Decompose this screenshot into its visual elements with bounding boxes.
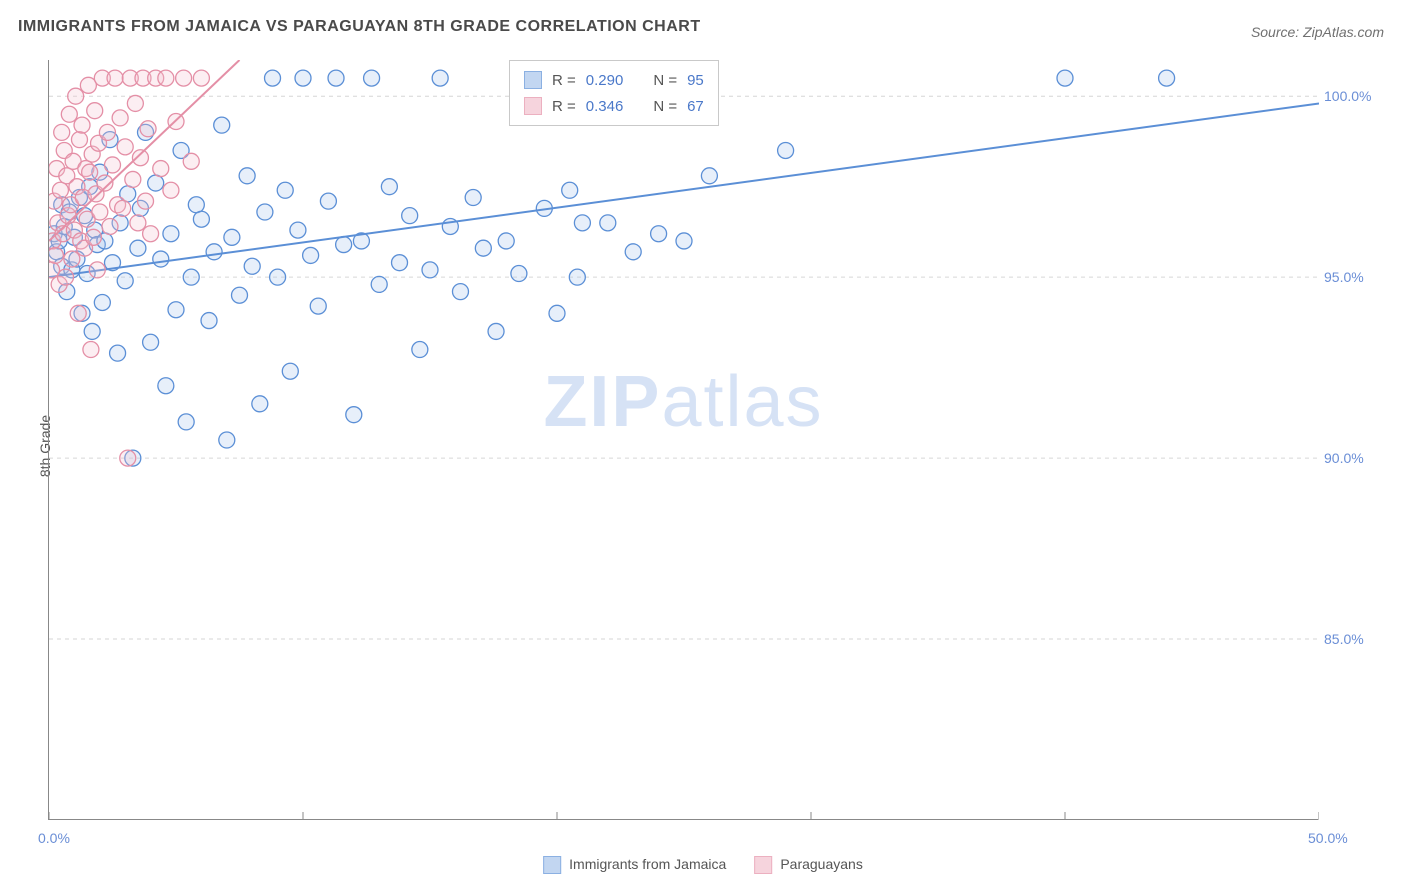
series-legend-item: Paraguayans xyxy=(754,856,863,874)
n-value: 67 xyxy=(687,98,704,115)
legend-swatch-icon xyxy=(754,856,772,874)
chart-title: IMMIGRANTS FROM JAMAICA VS PARAGUAYAN 8T… xyxy=(18,18,701,36)
n-label: N = xyxy=(653,98,677,115)
source-name: ZipAtlas.com xyxy=(1303,24,1384,40)
correlation-row-paraguay: R = 0.346 N = 67 xyxy=(524,93,704,119)
y-tick-label: 90.0% xyxy=(1324,450,1364,466)
y-tick-label: 85.0% xyxy=(1324,631,1364,647)
n-value: 95 xyxy=(687,72,704,89)
scatter-svg xyxy=(49,60,1319,820)
series-legend-label: Paraguayans xyxy=(780,856,863,872)
legend-swatch-icon xyxy=(524,71,542,89)
correlation-row-jamaica: R = 0.290 N = 95 xyxy=(524,67,704,93)
chart-container: IMMIGRANTS FROM JAMAICA VS PARAGUAYAN 8T… xyxy=(0,0,1406,892)
r-value: 0.290 xyxy=(586,72,624,89)
plot-area: ZIPatlas R =0.290N =95R =0.346N =67 85.0… xyxy=(48,60,1368,820)
legend-swatch-icon xyxy=(543,856,561,874)
source-attribution: Source: ZipAtlas.com xyxy=(1251,24,1384,40)
y-tick-label: 100.0% xyxy=(1324,88,1371,104)
source-prefix: Source: xyxy=(1251,24,1303,40)
x-axis-series-legend: Immigrants from Jamaica Paraguayans xyxy=(543,856,863,874)
x-tick-label: 50.0% xyxy=(1308,830,1348,846)
correlation-legend: R = 0.290 N = 95 R = 0.346 N = 67 xyxy=(509,60,719,126)
y-tick-label: 95.0% xyxy=(1324,269,1364,285)
x-tick-label: 0.0% xyxy=(38,830,70,846)
r-label: R = xyxy=(552,98,576,115)
r-label: R = xyxy=(552,72,576,89)
series-legend-label: Immigrants from Jamaica xyxy=(569,856,726,872)
legend-swatch-icon xyxy=(524,97,542,115)
n-label: N = xyxy=(653,72,677,89)
series-legend-item: Immigrants from Jamaica xyxy=(543,856,726,874)
r-value: 0.346 xyxy=(586,98,624,115)
plot-frame: ZIPatlas R =0.290N =95R =0.346N =67 xyxy=(48,60,1318,820)
